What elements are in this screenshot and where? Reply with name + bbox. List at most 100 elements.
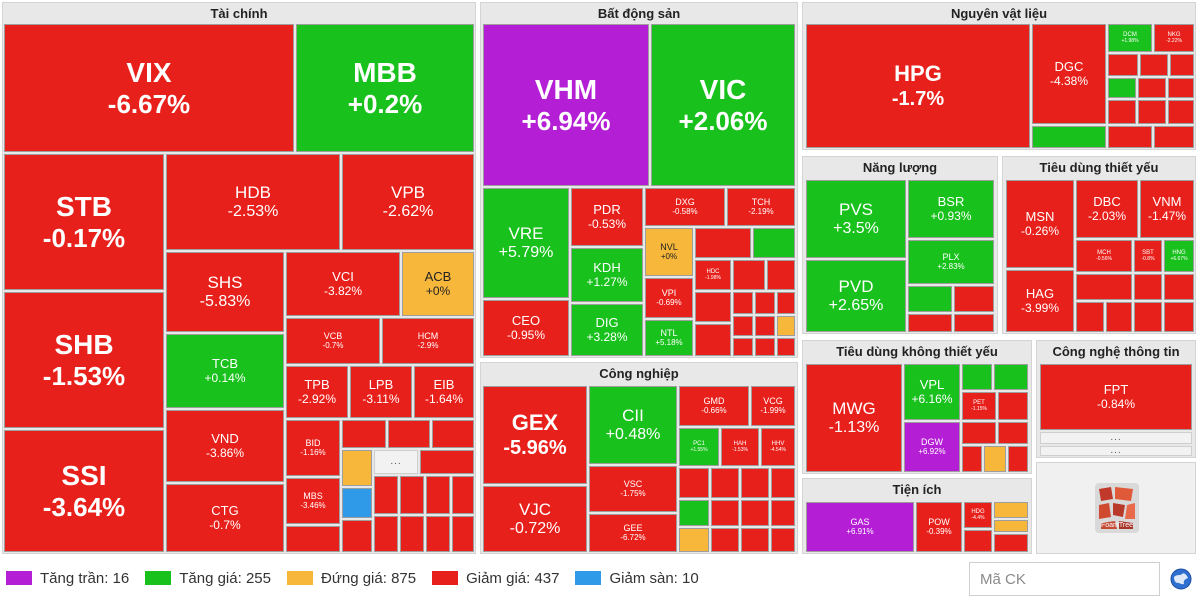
stock-tile-small[interactable] [711,528,739,552]
stock-tile-hcm[interactable]: HCM -2.9% [382,318,474,364]
globe-icon[interactable] [1170,568,1192,590]
stock-tile-small[interactable] [733,260,765,290]
stock-tile-small[interactable] [1032,126,1106,148]
stock-tile-dgc[interactable]: DGC -4.38% [1032,24,1106,124]
stock-tile-small[interactable] [753,228,795,258]
stock-tile-vic[interactable]: VIC +2.06% [651,24,795,186]
stock-tile-small[interactable] [994,534,1028,552]
stock-tile-small[interactable] [452,476,474,514]
stock-tile-small[interactable] [733,338,753,356]
stock-tile-vhm[interactable]: VHM +6.94% [483,24,649,186]
stock-tile-pow[interactable]: POW -0.39% [916,502,962,552]
stock-tile-vre[interactable]: VRE +5.79% [483,188,569,298]
more-stocks-tile[interactable]: ... [1040,446,1192,456]
stock-tile-vjc[interactable]: VJC -0.72% [483,486,587,552]
stock-tile-small[interactable] [994,520,1028,532]
stock-tile-pvd[interactable]: PVD +2.65% [806,260,906,332]
stock-tile-small[interactable] [777,316,795,336]
stock-tile-nkg[interactable]: NKG -2.22% [1154,24,1194,52]
stock-tile-ssi[interactable]: SSI -3.64% [4,430,164,552]
stock-tile-vcb[interactable]: VCB -0.7% [286,318,380,364]
stock-tile-gmd[interactable]: GMD -0.66% [679,386,749,426]
stock-tile-small[interactable] [695,228,751,258]
stock-tile-hag[interactable]: HAG -3.99% [1006,270,1074,332]
stock-tile-dgw[interactable]: DGW +6.92% [904,422,960,472]
stock-tile-small[interactable] [374,476,398,514]
stock-tile-bsr[interactable]: BSR +0.93% [908,180,994,238]
stock-tile-small[interactable] [286,526,340,552]
stock-tile-small[interactable] [1164,274,1194,300]
stock-tile-small[interactable] [1154,126,1194,148]
stock-tile-small[interactable] [695,292,731,322]
stock-tile-ntl[interactable]: NTL +5.18% [645,320,693,356]
stock-tile-small[interactable] [962,364,992,390]
stock-tile-cii[interactable]: CII +0.48% [589,386,677,464]
stock-tile-small[interactable] [741,500,769,526]
stock-tile-small[interactable] [679,500,709,526]
stock-tile-small[interactable] [741,468,769,498]
stock-tile-small[interactable] [342,450,372,486]
stock-tile-small[interactable] [388,420,430,448]
stock-tile-small[interactable] [733,292,753,314]
stock-tile-small[interactable] [755,338,775,356]
stock-tile-small[interactable] [400,476,424,514]
stock-tile-vci[interactable]: VCI -3.82% [286,252,400,316]
stock-tile-small[interactable] [374,516,398,552]
stock-tile-mbs[interactable]: MBS -3.46% [286,478,340,524]
stock-tile-small[interactable] [342,488,372,518]
stock-code-search-input[interactable] [969,562,1160,596]
stock-tile-small[interactable] [1138,100,1166,124]
stock-tile-hdb[interactable]: HDB -2.53% [166,154,340,250]
stock-tile-ceo[interactable]: CEO -0.95% [483,300,569,356]
stock-tile-small[interactable] [908,286,952,312]
stock-tile-pdr[interactable]: PDR -0.53% [571,188,643,246]
stock-tile-gex[interactable]: GEX -5.96% [483,386,587,484]
stock-tile-small[interactable] [1076,274,1132,300]
stock-tile-hng[interactable]: HNG +6.67% [1164,240,1194,272]
stock-tile-small[interactable] [755,292,775,314]
stock-tile-eib[interactable]: EIB -1.64% [414,366,474,418]
stock-tile-small[interactable] [994,502,1028,518]
stock-tile-vpi[interactable]: VPI -0.69% [645,278,693,318]
stock-tile-small[interactable] [452,516,474,552]
stock-tile-ctg[interactable]: CTG -0.7% [166,484,284,552]
stock-tile-small[interactable] [695,324,731,356]
stock-tile-small[interactable] [1138,78,1166,98]
stock-tile-nvl[interactable]: NVL +0% [645,228,693,276]
stock-tile-tch[interactable]: TCH -2.19% [727,188,795,226]
stock-tile-small[interactable] [962,422,996,444]
stock-tile-small[interactable] [711,500,739,526]
stock-tile-small[interactable] [1008,446,1028,472]
stock-tile-small[interactable] [908,314,952,332]
stock-tile-tpb[interactable]: TPB -2.92% [286,366,348,418]
stock-tile-small[interactable] [962,446,982,472]
stock-tile-vnd[interactable]: VND -3.86% [166,410,284,482]
stock-tile-kdh[interactable]: KDH +1.27% [571,248,643,302]
stock-tile-vix[interactable]: VIX -6.67% [4,24,294,152]
stock-tile-dxg[interactable]: DXG -0.58% [645,188,725,226]
stock-tile-small[interactable] [400,516,424,552]
stock-tile-msn[interactable]: MSN -0.26% [1006,180,1074,268]
stock-tile-small[interactable] [954,314,994,332]
stock-tile-small[interactable] [741,528,769,552]
stock-tile-small[interactable] [426,516,450,552]
stock-tile-small[interactable] [1140,54,1168,76]
stock-tile-small[interactable] [994,364,1028,390]
more-stocks-tile[interactable]: ... [374,450,418,474]
stock-tile-small[interactable] [1108,100,1136,124]
stock-tile-vsc[interactable]: VSC -1.75% [589,466,677,512]
stock-tile-hhv[interactable]: HHV -4.54% [761,428,795,466]
stock-tile-plx[interactable]: PLX +2.83% [908,240,994,284]
stock-tile-small[interactable] [679,528,709,552]
stock-tile-small[interactable] [1168,78,1194,98]
stock-tile-acb[interactable]: ACB +0% [402,252,474,316]
stock-tile-small[interactable] [998,392,1028,420]
stock-tile-small[interactable] [998,422,1028,444]
stock-tile-vpb[interactable]: VPB -2.62% [342,154,474,250]
stock-tile-small[interactable] [1164,302,1194,332]
stock-tile-small[interactable] [679,468,709,498]
stock-tile-small[interactable] [777,338,795,356]
stock-tile-pet[interactable]: PET -1.15% [962,392,996,420]
stock-tile-stb[interactable]: STB -0.17% [4,154,164,290]
stock-tile-hah[interactable]: HAH -1.53% [721,428,759,466]
